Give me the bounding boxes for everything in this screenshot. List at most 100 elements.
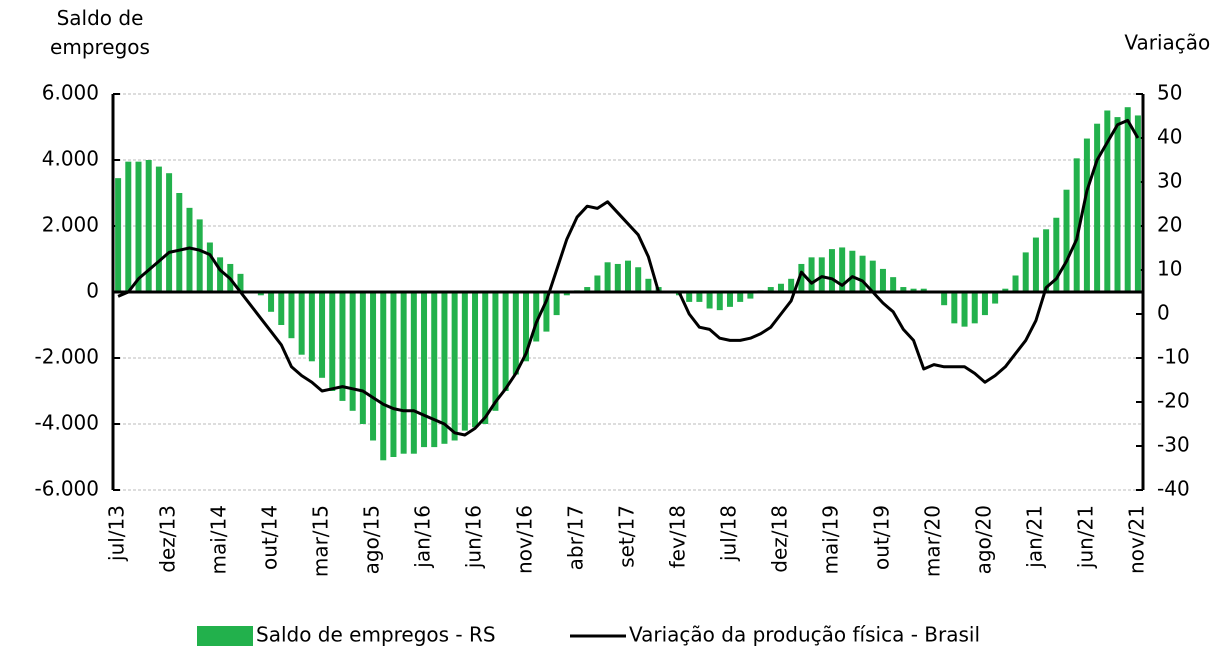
bar (808, 257, 815, 292)
bar (380, 292, 387, 461)
x-tick-label: dez/18 (767, 505, 791, 573)
y2-tick-label: 0 (1157, 301, 1170, 325)
bar (839, 247, 846, 292)
bar (451, 292, 458, 441)
bar (890, 277, 897, 292)
bar (482, 292, 489, 424)
bar (920, 288, 927, 292)
x-tick-label: jan/21 (1022, 505, 1046, 569)
bar (788, 278, 795, 292)
bar (737, 292, 744, 302)
bar (961, 292, 968, 327)
x-tick-label: jul/18 (716, 505, 740, 562)
bar (1104, 110, 1111, 292)
bar (370, 292, 377, 441)
bar (166, 173, 173, 292)
bar (563, 292, 570, 296)
bar (1032, 237, 1039, 292)
bar (186, 207, 193, 292)
bar (196, 219, 203, 292)
bar (981, 292, 988, 316)
bar (308, 292, 315, 362)
bar (706, 292, 713, 309)
bar (441, 292, 448, 444)
bar (1073, 158, 1080, 292)
x-tick-label: ago/15 (360, 505, 384, 574)
bar (237, 273, 244, 292)
x-tick-label: jun/16 (462, 505, 486, 569)
bar (584, 287, 591, 292)
bar (1094, 123, 1101, 292)
y-axis-label: Saldo de empregos (50, 6, 150, 59)
x-tick-label: nov/16 (513, 505, 537, 574)
bar (268, 292, 275, 312)
bar (298, 292, 305, 355)
bar (1083, 138, 1090, 292)
bar (115, 178, 122, 292)
bar (767, 287, 774, 292)
bar (349, 292, 356, 411)
y2-tick-label: 30 (1157, 169, 1182, 193)
bar (319, 292, 326, 378)
y2-tick-label: -20 (1157, 389, 1190, 413)
bar (594, 275, 601, 292)
bar (359, 292, 366, 424)
x-tick-label: mai/14 (207, 505, 231, 574)
bar (614, 263, 621, 292)
bar (206, 242, 213, 292)
bar (421, 292, 428, 448)
x-tick-label: mar/20 (920, 505, 944, 577)
legend-label: Variação da produção física - Brasil (629, 623, 980, 647)
bar (625, 260, 631, 292)
y2-tick-label: -30 (1157, 433, 1190, 457)
bar (971, 292, 978, 324)
x-tick-label: set/17 (615, 505, 639, 568)
bar (410, 292, 417, 454)
bar (329, 292, 336, 391)
bar (400, 292, 407, 454)
y-tick-label: -4.000 (35, 411, 99, 435)
bar (1043, 229, 1050, 292)
bar (1053, 217, 1060, 292)
bar (941, 292, 948, 306)
bar (696, 292, 703, 302)
y-tick-label: 2.000 (42, 213, 99, 237)
bar (176, 193, 183, 292)
x-tick-label: fev/18 (665, 505, 689, 568)
bar (1124, 107, 1131, 292)
bar (645, 278, 652, 292)
bar (828, 249, 835, 292)
bar (288, 292, 295, 339)
bar (125, 161, 132, 292)
y2-axis-label: Variação % (1124, 31, 1215, 55)
bar (716, 292, 723, 311)
bar (492, 292, 499, 411)
y-tick-label: 4.000 (42, 147, 99, 171)
bar (777, 283, 784, 292)
y2-tick-label: 40 (1157, 125, 1182, 149)
y2-tick-label: -10 (1157, 345, 1190, 369)
x-tick-label: mar/15 (309, 505, 333, 577)
bar (900, 287, 907, 292)
bar (798, 263, 805, 292)
bar (217, 257, 224, 292)
bar (278, 292, 285, 325)
bar (1002, 288, 1009, 292)
bar (502, 292, 509, 391)
y-tick-label: -2.000 (35, 345, 99, 369)
bar (818, 257, 825, 292)
bar (155, 166, 162, 292)
bar (461, 292, 468, 431)
bar (135, 161, 142, 292)
y2-tick-label: 10 (1157, 257, 1182, 281)
bar (869, 260, 876, 292)
x-tick-label: abr/17 (564, 505, 588, 570)
bar (992, 292, 999, 304)
bar (339, 292, 346, 401)
x-tick-label: jul/13 (105, 505, 129, 562)
bar (635, 267, 642, 292)
y2-tick-label: 20 (1157, 213, 1182, 237)
bar (145, 160, 152, 292)
